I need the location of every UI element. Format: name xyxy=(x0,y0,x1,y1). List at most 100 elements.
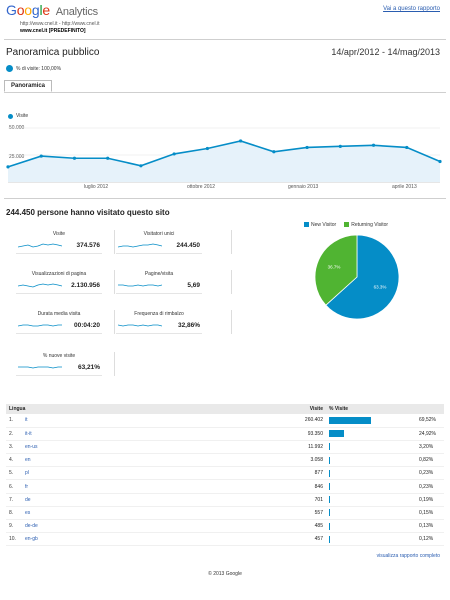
table-row: 4. en 3.058 0,82% xyxy=(6,453,444,468)
data-point[interactable] xyxy=(405,145,409,150)
date-range: 14/apr/2012 - 14/mag/2013 xyxy=(331,47,440,57)
row-pct: 69,52% xyxy=(416,414,444,428)
divider xyxy=(116,253,202,254)
row-pct: 0,19% xyxy=(416,493,444,507)
pie-slice[interactable] xyxy=(325,234,400,320)
row-index: 3. xyxy=(6,440,22,455)
row-bar-cell xyxy=(326,414,416,428)
metric-label: Pagine/visita xyxy=(144,271,174,277)
row-index: 8. xyxy=(6,506,22,521)
metric-unique-visitors: Visitatori unici 244.450 xyxy=(116,231,202,254)
divider xyxy=(16,333,102,334)
divider xyxy=(16,253,102,254)
metric-label: Durata media visita xyxy=(37,311,81,317)
legend-label: Returning Visitor xyxy=(351,222,389,228)
language-table: Lingua Visite % Visite 1. it 260.402 69,52%… xyxy=(6,404,444,547)
row-share-bar xyxy=(329,430,344,438)
language-link[interactable]: en-gb xyxy=(22,532,266,547)
row-bar-cell xyxy=(326,479,416,494)
y-tick-mid: 25.000 xyxy=(9,154,25,160)
visits-area xyxy=(8,140,440,182)
language-link[interactable]: fr xyxy=(22,479,266,494)
divider xyxy=(231,310,232,334)
row-bar-cell xyxy=(326,440,416,455)
divider xyxy=(116,293,202,294)
data-point[interactable] xyxy=(6,165,10,169)
divider xyxy=(116,333,202,334)
divider xyxy=(16,375,102,376)
data-point[interactable] xyxy=(438,159,442,164)
divider xyxy=(114,270,115,294)
language-link[interactable]: pl xyxy=(22,466,266,481)
row-share-bar xyxy=(329,522,330,530)
row-bar-cell xyxy=(326,427,416,441)
metric-label: Visite xyxy=(52,231,66,237)
sparkline-icon xyxy=(118,324,162,327)
table-row: 1. it 260.402 69,52% xyxy=(6,414,444,428)
table-row: 6. fr 846 0,23% xyxy=(6,479,444,494)
row-index: 10. xyxy=(6,532,22,547)
language-link[interactable]: de xyxy=(22,493,266,507)
data-point[interactable] xyxy=(272,150,276,154)
pie-slice[interactable] xyxy=(314,234,358,306)
metric-value: 2.130.956 xyxy=(71,282,100,289)
visits-series-line xyxy=(7,140,441,168)
sparkline-icon xyxy=(18,243,62,248)
row-index: 9. xyxy=(6,519,22,534)
row-pct: 0,82% xyxy=(416,453,444,468)
language-link[interactable]: it-it xyxy=(22,427,266,441)
metric-label: Visitatori unici xyxy=(143,231,175,237)
data-point[interactable] xyxy=(239,139,243,143)
data-point[interactable] xyxy=(305,145,309,150)
pie-slice-label: 63.3% xyxy=(374,285,387,290)
data-point[interactable] xyxy=(338,144,342,148)
x-tick-label: ottobre 2012 xyxy=(187,184,216,190)
language-link[interactable]: en xyxy=(22,453,266,468)
account-urls: http://www.cnel.it - http://www.cnel.it xyxy=(20,21,100,27)
visitor-type-pie: 63.3% 36.7% xyxy=(314,234,400,320)
tab-underline xyxy=(4,92,446,93)
data-point[interactable] xyxy=(172,152,176,156)
google-analytics-logo: Google Analytics xyxy=(6,2,98,18)
row-visits: 93.350 xyxy=(266,427,326,441)
language-link[interactable]: es xyxy=(22,506,266,521)
data-point[interactable] xyxy=(139,164,143,168)
header-visits: Visite xyxy=(266,404,326,414)
row-pct: 0,12% xyxy=(416,532,444,547)
divider xyxy=(4,39,446,40)
row-visits: 877 xyxy=(266,466,326,481)
sparkline-icon xyxy=(118,243,162,248)
x-tick-label: luglio 2012 xyxy=(84,184,109,190)
divider xyxy=(16,293,102,294)
data-point[interactable] xyxy=(106,156,110,160)
logo-letter: o xyxy=(24,2,32,18)
language-link[interactable]: de-de xyxy=(22,519,266,534)
row-share-bar xyxy=(329,535,330,543)
language-link[interactable]: en-us xyxy=(22,440,266,455)
metric-label: % nuove visite xyxy=(42,353,76,359)
logo-letter: e xyxy=(42,2,50,18)
data-point[interactable] xyxy=(39,154,43,158)
row-share-bar xyxy=(329,496,330,504)
table-row: 8. es 557 0,15% xyxy=(6,506,444,521)
full-report-link[interactable]: visualizza rapporto completo xyxy=(376,553,440,559)
row-bar-cell xyxy=(326,506,416,521)
data-point[interactable] xyxy=(72,156,77,160)
row-index: 7. xyxy=(6,493,22,507)
tab-overview[interactable]: Panoramica xyxy=(4,80,53,92)
language-link[interactable]: it xyxy=(22,414,266,428)
metric-value: 00:04:20 xyxy=(73,322,100,329)
divider xyxy=(114,352,115,376)
x-tick-label: gennaio 2013 xyxy=(288,184,319,190)
metric-value: 32,86% xyxy=(177,322,200,329)
table-row: 7. de 701 0,19% xyxy=(6,493,444,507)
row-visits: 457 xyxy=(266,532,326,547)
row-pct: 0,23% xyxy=(416,466,444,481)
go-to-report-link[interactable]: Vai a questo rapporto xyxy=(383,6,440,12)
row-index: 2. xyxy=(6,427,22,441)
row-visits: 260.402 xyxy=(266,414,326,428)
pie-legend: New Visitor Returning Visitor xyxy=(304,222,388,228)
data-point[interactable] xyxy=(205,146,209,151)
data-point[interactable] xyxy=(371,143,376,147)
row-share-bar xyxy=(329,456,330,464)
